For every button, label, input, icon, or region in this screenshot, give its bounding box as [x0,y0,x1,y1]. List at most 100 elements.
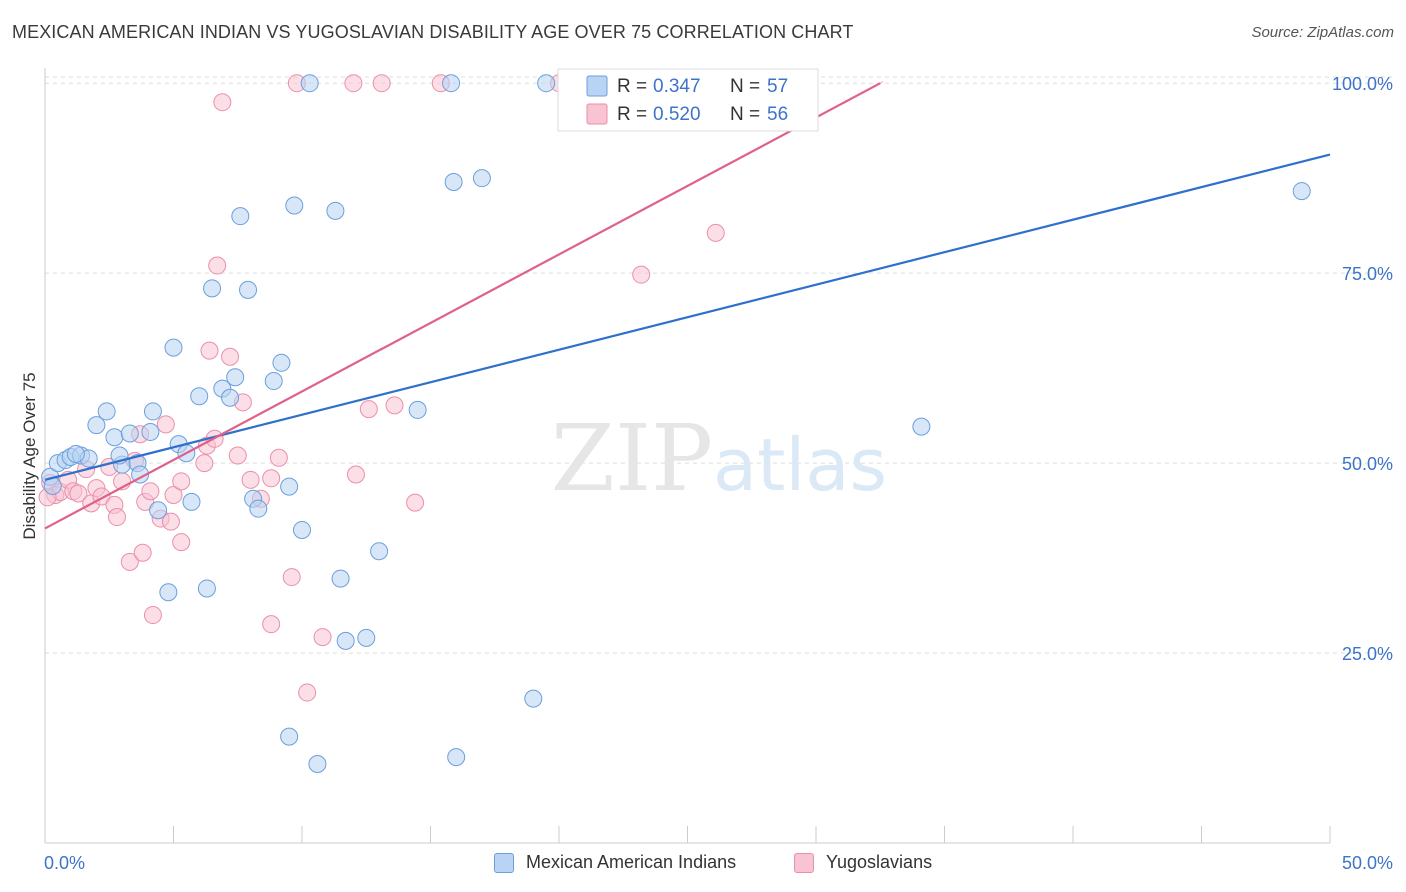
yugoslavians-points [38,74,725,702]
data-point [149,501,168,520]
data-point [537,74,556,93]
data-point [87,416,106,435]
x-tick-label: 0.0% [44,853,85,873]
data-point [221,347,240,366]
data-point [262,469,281,488]
legend-swatch-pink [794,852,814,873]
data-point [249,499,268,518]
data-point [447,748,466,767]
trendline-yugoslavians [44,82,881,530]
data-point [1292,182,1311,201]
data-point [313,628,332,647]
data-point [141,482,160,501]
y-axis-label: Disability Age Over 75 [20,372,39,540]
legend-n-value: 57 [767,76,788,97]
watermark: ZIP atlas [551,405,887,512]
data-point [120,424,139,443]
data-point [359,400,378,419]
data-point [300,74,319,93]
data-point [226,368,245,387]
data-point [120,552,139,571]
data-point [143,402,162,421]
data-point [107,508,126,527]
mexican-american-indians-points [41,74,1311,773]
data-point [105,428,124,447]
data-point [632,265,651,284]
legend-n-label: N = [730,104,760,125]
data-point [912,417,931,436]
data-point [228,446,247,465]
y-tick-label: 100.0% [1332,74,1393,94]
legend-n-value: 56 [767,104,788,125]
legend-r-value: 0.520 [653,104,701,125]
watermark-zip: ZIP [551,405,713,512]
legend-bottom: Mexican American Indians Yugoslavians [0,852,1406,878]
legend-item-mexican-american-indians: Mexican American Indians [494,852,736,873]
legend-r-label: R = [617,76,647,97]
data-point [66,444,85,463]
data-point [357,628,376,647]
data-point [182,492,201,511]
source-credit: Source: ZipAtlas.com [1251,24,1394,41]
y-tick-label: 50.0% [1342,454,1393,474]
legend-top: R = 0.347 N = 57 R = 0.520 N = 56 [557,68,819,132]
data-point [280,727,299,746]
trendline-yugoslavians-extension [879,80,885,84]
data-point [213,93,232,112]
x-tick-labels: 0.0% 50.0% [44,853,1393,873]
data-point [262,615,281,634]
data-point [239,280,258,299]
legend-swatch-blue [494,852,514,873]
data-point [159,583,178,602]
data-point [200,341,219,360]
legend-label: Mexican American Indians [526,852,737,872]
data-point [326,201,345,220]
data-point [280,477,299,496]
legend-swatch-pink [586,103,608,125]
watermark-atlas: atlas [713,423,887,507]
data-point [143,606,162,625]
data-point [221,388,240,407]
data-point [203,279,222,298]
trendline-mexican-american-indians [44,153,1331,481]
data-point [282,568,301,587]
data-point [241,470,260,489]
data-point [131,465,150,484]
data-point [172,472,191,491]
data-point [141,422,160,441]
data-point [372,74,391,93]
data-point [385,396,404,415]
data-point [406,493,425,512]
data-point [190,387,209,406]
y-tick-label: 25.0% [1342,644,1393,664]
data-point [97,402,116,421]
data-point [472,169,491,188]
legend-n-label: N = [730,76,760,97]
gridlines [45,76,1392,654]
axes [44,68,1331,844]
data-point [164,486,183,505]
data-point [269,448,288,467]
legend-r-label: R = [617,104,647,125]
data-point [442,74,461,93]
data-point [231,207,250,226]
data-point [197,579,216,598]
trendlines [44,80,1331,530]
data-point [344,74,363,93]
data-point [208,256,227,275]
data-point [264,372,283,391]
x-tick-label: 50.0% [1342,853,1393,873]
data-point [346,465,365,484]
data-point [69,484,88,503]
data-point [285,196,304,215]
data-point [272,353,291,372]
data-point [308,754,327,773]
legend-swatch-blue [586,75,608,97]
data-point [444,172,463,191]
data-point [524,689,543,708]
y-tick-label: 75.0% [1342,264,1393,284]
data-point [370,542,389,561]
data-point [336,631,355,650]
legend-label: Yugoslavians [826,852,933,872]
